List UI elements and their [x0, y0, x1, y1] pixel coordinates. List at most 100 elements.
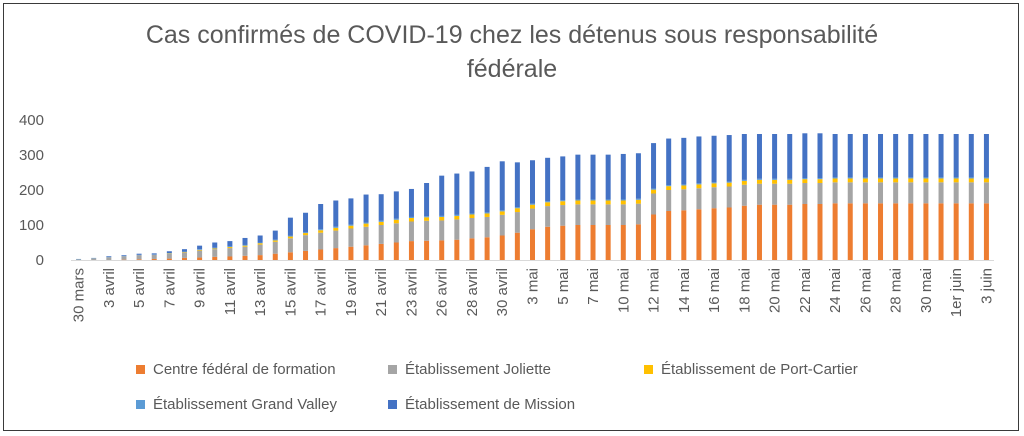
bar-segment-series-3 [953, 177, 959, 179]
bar-segment-series-0 [257, 255, 263, 260]
bar-segment-series-4 [696, 136, 702, 184]
bar-segment-series-4 [408, 188, 414, 217]
x-tick-label: 17 avril [313, 268, 330, 316]
chart-title: Cas confirmés de COVID-19 chez les déten… [4, 18, 1020, 86]
x-tick-label: 30 avril [494, 268, 511, 316]
bar-segment-series-1 [605, 204, 611, 225]
bar-segment-series-3 [454, 214, 460, 216]
legend-item-joliette: Établissement Joliette [388, 361, 551, 378]
bar-segment-series-2 [772, 179, 778, 184]
bar-segment-series-3 [484, 212, 490, 214]
bar-segment-series-2 [635, 199, 641, 204]
bar-segment-series-1 [560, 205, 566, 226]
bar-segment-series-3 [590, 199, 596, 201]
bar-segment-series-2 [514, 208, 520, 213]
bar-segment-series-0 [605, 225, 611, 260]
bar-segment-series-2 [408, 218, 414, 222]
bar-segment-series-2 [953, 178, 959, 183]
bar-segment-series-3 [424, 216, 430, 218]
bar-segment-series-2 [197, 249, 203, 251]
bar-segment-series-4 [318, 204, 324, 230]
bar-segment-series-2 [424, 217, 430, 221]
bar-segment-series-4 [257, 235, 263, 243]
legend-item-grand-valley: Établissement Grand Valley [136, 396, 337, 413]
bar-segment-series-3 [469, 213, 475, 215]
bar-segment-series-0 [862, 203, 868, 260]
bar-segment-series-1 [514, 212, 520, 233]
bar-segment-series-2 [212, 248, 218, 250]
bar-segment-series-3 [333, 226, 339, 228]
bar-segment-series-2 [696, 184, 702, 189]
bar-segment-series-2 [605, 200, 611, 205]
bar-segment-series-0 [908, 203, 914, 260]
bar-segment-series-2 [545, 202, 551, 207]
bar-segment-series-2 [681, 185, 687, 190]
bar-segment-series-0 [817, 204, 823, 260]
bar-segment-series-4 [499, 161, 505, 211]
x-tick-label: 30 mars [71, 268, 88, 322]
x-tick-label: 3 mai [525, 268, 542, 305]
bar-segment-series-0 [272, 253, 278, 260]
bar-segment-series-1 [938, 182, 944, 204]
bar-segment-series-3 [514, 207, 520, 209]
bar-segment-series-4 [983, 134, 989, 178]
bar-segment-series-4 [832, 134, 838, 178]
bar-segment-series-4 [378, 194, 384, 221]
bar-segment-series-4 [272, 230, 278, 240]
chart-title-line-2: fédérale [466, 55, 558, 83]
bar-segment-series-0 [484, 237, 490, 260]
bar-segment-series-4 [862, 134, 868, 178]
bar-segment-series-0 [514, 232, 520, 260]
bar-segment-series-0 [772, 204, 778, 260]
bar-segment-series-2 [318, 230, 324, 233]
bar-segment-series-1 [469, 218, 475, 239]
bar-segment-series-4 [651, 143, 657, 189]
x-tick-label: 3 avril [101, 268, 118, 308]
bar-segment-series-2 [530, 204, 535, 209]
bar-segment-series-3 [272, 239, 278, 241]
bar-segment-series-2 [484, 213, 490, 217]
bar-segment-series-1 [242, 246, 248, 256]
bar-segment-series-1 [151, 254, 157, 259]
bar-segment-series-2 [968, 178, 974, 183]
bar-segment-series-1 [121, 256, 127, 260]
x-tick-label: 19 avril [343, 268, 360, 316]
bar-segment-series-1 [666, 190, 672, 211]
bar-segment-series-4 [242, 237, 248, 245]
bar-segment-series-1 [181, 252, 187, 258]
bar-segment-series-1 [439, 220, 445, 241]
bar-segment-series-3 [439, 215, 445, 217]
x-tick-label: 5 mai [555, 268, 572, 305]
bar-segment-series-1 [484, 216, 490, 238]
x-tick-label: 26 avril [434, 268, 451, 316]
legend-item-centre-federal: Centre fédéral de formation [136, 361, 336, 378]
bar-segment-series-4 [181, 249, 187, 252]
bar-segment-series-4 [545, 157, 551, 202]
bar-segment-series-2 [666, 186, 672, 190]
legend-label-centre-federal: Centre fédéral de formation [153, 361, 336, 378]
bar-segment-series-2 [590, 200, 596, 205]
y-tick-label: 100 [19, 217, 44, 234]
bar-segment-series-3 [499, 210, 505, 212]
bar-segment-series-1 [136, 255, 142, 260]
x-tick-label: 1er juin [948, 268, 965, 317]
bar-segment-series-4 [227, 241, 233, 247]
bar-segment-series-3 [923, 177, 929, 179]
x-tick-label: 30 mai [918, 268, 935, 313]
bar-segment-series-2 [257, 243, 263, 245]
bar-segment-series-3 [787, 178, 793, 180]
bar-segment-series-3 [832, 177, 838, 179]
bar-segment-series-2 [847, 178, 853, 183]
bar-segment-series-1 [817, 183, 823, 204]
bar-segment-series-3 [802, 178, 808, 180]
x-tick-label: 26 mai [857, 268, 874, 313]
bar-segment-series-0 [968, 203, 974, 260]
bar-segment-series-0 [726, 207, 732, 260]
bar-segment-series-0 [666, 211, 672, 260]
x-tick-label: 16 mai [706, 268, 723, 313]
bar-segment-series-4 [484, 166, 490, 213]
bar-segment-series-1 [393, 223, 399, 243]
bar-segment-series-4 [560, 156, 566, 201]
bar-segment-series-1 [681, 189, 687, 211]
legend-item-mission: Établissement de Mission [388, 396, 575, 413]
